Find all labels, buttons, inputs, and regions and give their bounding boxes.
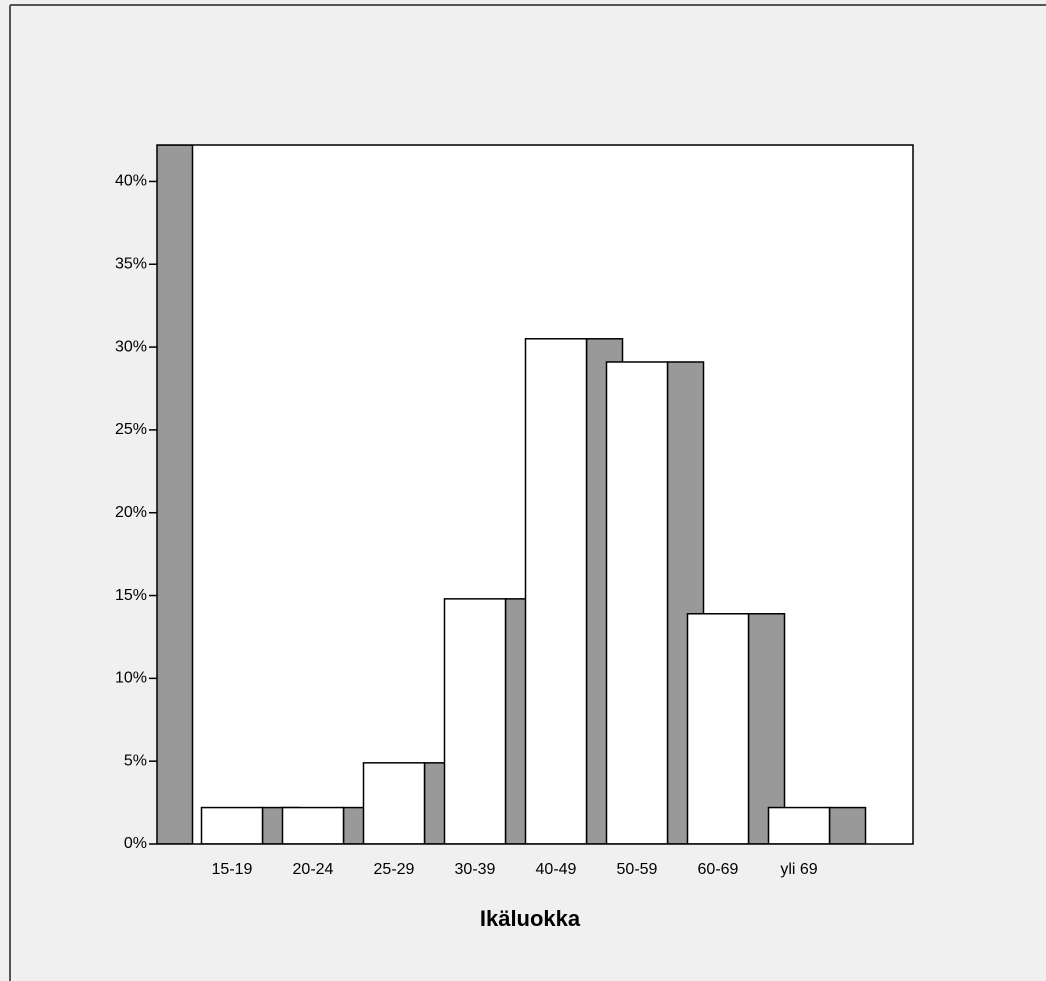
y-tick-label: 20% [115, 504, 147, 521]
x-tick-label: 20-24 [293, 861, 334, 878]
bar [686, 613, 750, 844]
y-tick-label: 10% [115, 670, 147, 687]
x-tick-label: 50-59 [617, 861, 658, 878]
y-tick-label: 30% [115, 338, 147, 355]
bar [524, 338, 588, 844]
x-tick-label: yli 69 [780, 861, 817, 878]
x-tick-label: 25-29 [374, 861, 415, 878]
bar [605, 361, 669, 844]
x-axis-label: Ikäluokka [480, 906, 581, 931]
x-tick-label: 40-49 [536, 861, 577, 878]
x-tick-label: 15-19 [212, 861, 253, 878]
y-tick-label: 35% [115, 255, 147, 272]
bars [157, 145, 867, 844]
bar [443, 598, 507, 844]
bar-shadow [828, 806, 867, 844]
x-tick-label: 30-39 [455, 861, 496, 878]
bar-shadow [157, 145, 194, 844]
x-tick-label: 60-69 [698, 861, 739, 878]
plot-frame [156, 144, 914, 845]
bar [157, 145, 158, 844]
bar [362, 762, 426, 844]
y-tick-label: 0% [124, 835, 147, 852]
bar [767, 806, 831, 844]
y-tick-label: 25% [115, 421, 147, 438]
bar [281, 806, 345, 844]
bar [200, 806, 264, 844]
y-tick-label: 40% [115, 173, 147, 190]
y-tick-label: 15% [115, 587, 147, 604]
y-tick-label: 5% [124, 752, 147, 769]
